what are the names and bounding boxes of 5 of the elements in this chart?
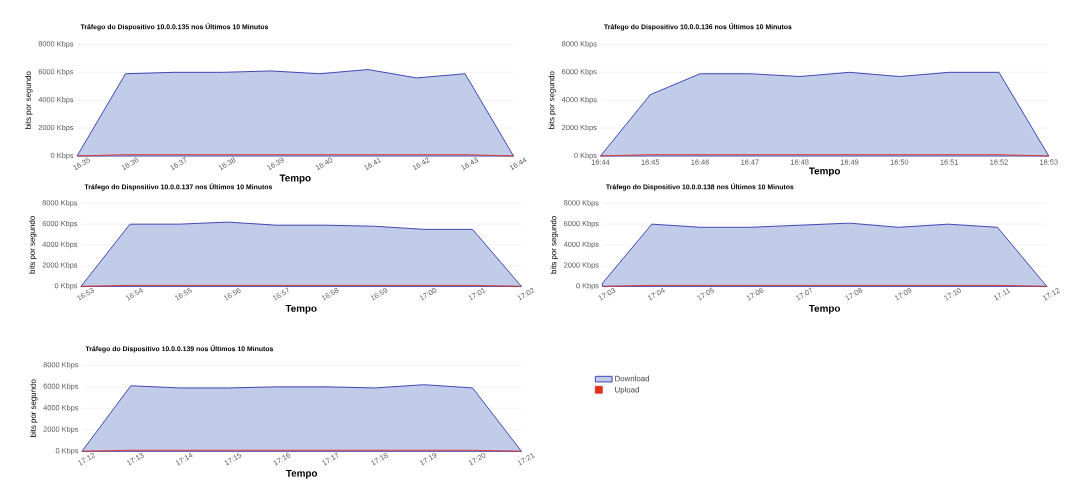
x-axis-title: Tempo (286, 469, 318, 479)
x-axis-title: Tempo (279, 174, 311, 184)
x-axis-title: Tempo (808, 305, 840, 314)
x-axis-title: Tempo (808, 167, 840, 177)
x-axis-title: Tempo (285, 305, 317, 314)
